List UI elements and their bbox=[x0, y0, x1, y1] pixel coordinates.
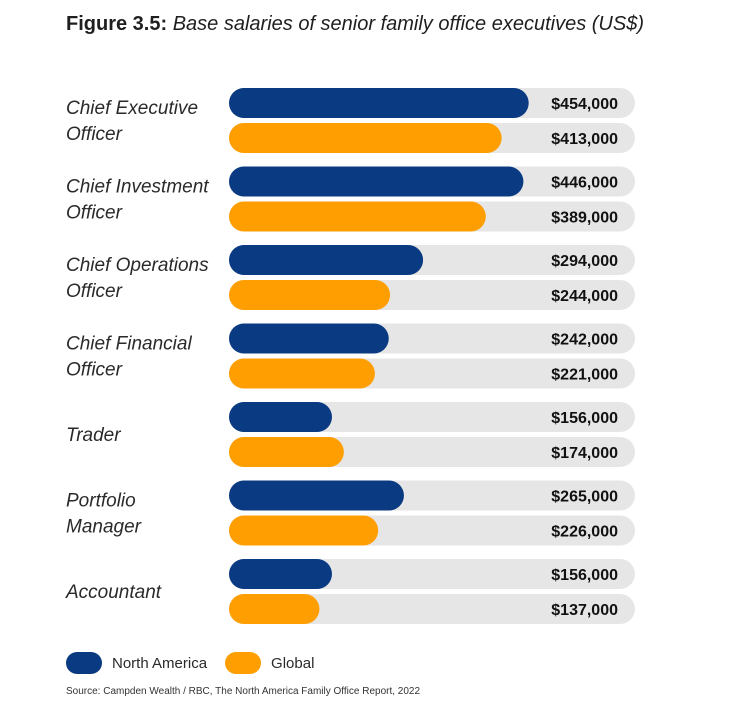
bar-north-america bbox=[229, 402, 332, 432]
data-label: $174,000 bbox=[551, 445, 618, 462]
category-label: Chief Investment Officer bbox=[66, 177, 209, 224]
bar-north-america bbox=[229, 559, 332, 589]
data-label: $221,000 bbox=[551, 367, 618, 384]
legend-swatch-global bbox=[225, 652, 262, 674]
category-label: Accountant bbox=[65, 582, 162, 603]
bar-global bbox=[229, 594, 320, 624]
bar-global bbox=[229, 437, 344, 467]
bar-chart: Chief Executive Officer $454,000 $413,000 Ch… bbox=[65, 88, 635, 624]
data-label: $242,000 bbox=[551, 332, 618, 349]
bar-north-america bbox=[229, 245, 424, 275]
source-note: Source: Campden Wealth / RBC, The North … bbox=[66, 686, 421, 697]
bar-north-america bbox=[229, 480, 404, 511]
legend-label-global: Global bbox=[271, 654, 315, 672]
data-label: $454,000 bbox=[551, 96, 618, 113]
legend-swatch-north-america bbox=[66, 652, 102, 674]
bar-north-america bbox=[229, 166, 524, 197]
legend-item-global: Global bbox=[225, 652, 314, 674]
category-label: Chief Financial Officer bbox=[66, 334, 192, 381]
data-label: $226,000 bbox=[551, 524, 618, 541]
data-label: $137,000 bbox=[551, 602, 618, 619]
data-label: $294,000 bbox=[551, 253, 618, 270]
data-label: $389,000 bbox=[551, 210, 618, 227]
legend-label-north-america: North America bbox=[112, 654, 208, 672]
bar-north-america bbox=[229, 323, 389, 354]
bar-global bbox=[229, 515, 379, 546]
category-label: Trader bbox=[66, 425, 121, 446]
data-label: $156,000 bbox=[551, 410, 618, 427]
legend: North America Global bbox=[66, 652, 322, 674]
category-label: Chief Executive Officer bbox=[66, 98, 198, 145]
data-label: $413,000 bbox=[551, 131, 618, 148]
bar-global bbox=[229, 201, 486, 232]
bar-track bbox=[229, 402, 635, 432]
bar-track bbox=[229, 559, 635, 589]
data-label: $446,000 bbox=[551, 175, 618, 192]
data-label: $244,000 bbox=[551, 288, 618, 305]
category-label: Portfolio Manager bbox=[66, 491, 142, 538]
bar-north-america bbox=[229, 88, 529, 118]
bar-global bbox=[229, 280, 391, 310]
data-label: $156,000 bbox=[551, 567, 618, 584]
bar-global bbox=[229, 358, 375, 389]
data-label: $265,000 bbox=[551, 489, 618, 506]
bar-global bbox=[229, 123, 502, 153]
category-label: Chief Operations Officer bbox=[66, 255, 209, 302]
legend-item-north-america: North America bbox=[66, 652, 207, 674]
figure-label: Figure 3.5: bbox=[66, 13, 168, 35]
bar-track bbox=[229, 594, 635, 624]
chart-title: Figure 3.5: Base salaries of senior fami… bbox=[66, 10, 666, 38]
figure-caption: Base salaries of senior family office ex… bbox=[172, 13, 645, 35]
